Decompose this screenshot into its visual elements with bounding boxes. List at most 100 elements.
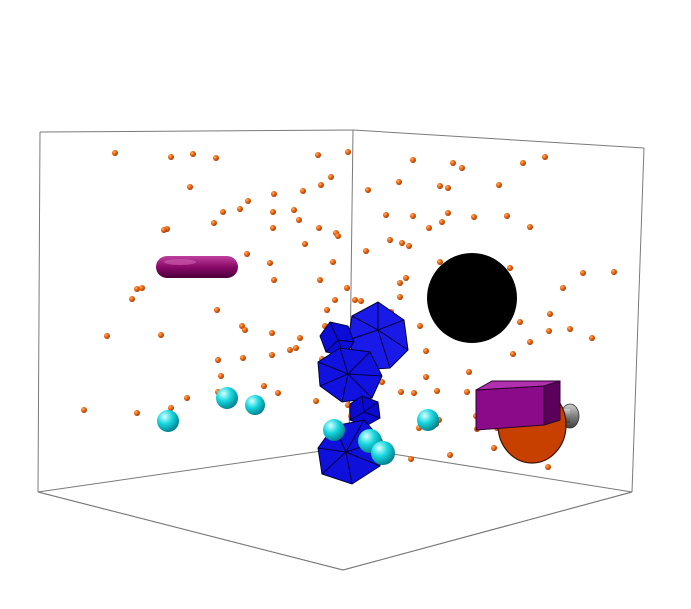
particle: [437, 259, 443, 265]
particle: [363, 248, 369, 254]
particle: [491, 445, 497, 451]
particle: [267, 260, 273, 266]
particle: [187, 184, 193, 190]
particle: [317, 277, 323, 283]
particle: [296, 217, 302, 223]
particle: [542, 154, 548, 160]
particle: [332, 297, 338, 303]
particle: [546, 328, 552, 334]
particle: [330, 259, 336, 265]
particle: [410, 213, 416, 219]
particle: [352, 297, 358, 303]
particle: [567, 326, 573, 332]
particle: [213, 155, 219, 161]
particle: [423, 374, 429, 380]
particle: [464, 389, 470, 395]
particle: [426, 225, 432, 231]
particle: [358, 298, 364, 304]
particle: [302, 241, 308, 247]
particle: [129, 296, 135, 302]
particle: [240, 355, 246, 361]
particle: [112, 150, 118, 156]
cyan-sphere: [157, 410, 179, 432]
particle: [365, 187, 371, 193]
particle: [344, 285, 350, 291]
particle: [589, 335, 595, 341]
particle: [527, 224, 533, 230]
particle: [504, 213, 510, 219]
particle: [287, 347, 293, 353]
particle: [507, 265, 513, 271]
particle: [459, 165, 465, 171]
particle: [423, 348, 429, 354]
particle: [527, 339, 533, 345]
particle: [439, 219, 445, 225]
particle: [134, 286, 140, 292]
particle: [315, 152, 321, 158]
icosahedron-3: [317, 347, 383, 403]
particle: [466, 369, 472, 375]
cyan-sphere: [245, 395, 265, 415]
particle: [399, 240, 405, 246]
particle: [345, 149, 351, 155]
particle: [293, 345, 299, 351]
particle: [396, 179, 402, 185]
particle: [237, 206, 243, 212]
particle: [316, 225, 322, 231]
particle: [190, 151, 196, 157]
particle: [275, 390, 281, 396]
particle: [560, 285, 566, 291]
particle: [184, 395, 190, 401]
particle: [245, 198, 251, 204]
particle: [398, 389, 404, 395]
prism-cylinder-group: [475, 380, 580, 464]
cyan-sphere: [371, 441, 395, 465]
particle: [211, 220, 217, 226]
black-disk: [427, 253, 517, 343]
particle: [335, 233, 341, 239]
particle: [324, 307, 330, 313]
particle: [214, 307, 220, 313]
particle: [318, 182, 324, 188]
particle: [328, 174, 334, 180]
particle: [403, 275, 409, 281]
cyan-sphere: [323, 419, 345, 441]
particle: [408, 456, 414, 462]
cyan-sphere: [417, 409, 439, 431]
particle: [271, 277, 277, 283]
particle: [261, 383, 267, 389]
particle: [471, 214, 477, 220]
particle: [417, 323, 423, 329]
particle: [215, 357, 221, 363]
particle: [545, 464, 551, 470]
particle: [242, 327, 248, 333]
particle: [411, 390, 417, 396]
particle: [297, 335, 303, 341]
particle: [218, 373, 224, 379]
particle: [434, 388, 440, 394]
particle: [496, 182, 502, 188]
particle: [397, 280, 403, 286]
box-wireframe-front: [37, 491, 633, 571]
particle: [580, 270, 586, 276]
particle: [300, 188, 306, 194]
particle: [269, 352, 275, 358]
particle: [387, 237, 393, 243]
particle: [161, 227, 167, 233]
icosahedron-cluster: [317, 301, 409, 485]
particle: [445, 185, 451, 191]
particle: [510, 351, 516, 357]
particle: [104, 333, 110, 339]
particle: [410, 157, 416, 163]
particle: [81, 407, 87, 413]
particle: [520, 160, 526, 166]
torus-shape: [156, 256, 238, 278]
particle: [383, 212, 389, 218]
particle: [445, 210, 451, 216]
particle: [611, 269, 617, 275]
particle: [437, 183, 443, 189]
particle: [134, 410, 140, 416]
particle: [397, 294, 403, 300]
particle: [168, 154, 174, 160]
